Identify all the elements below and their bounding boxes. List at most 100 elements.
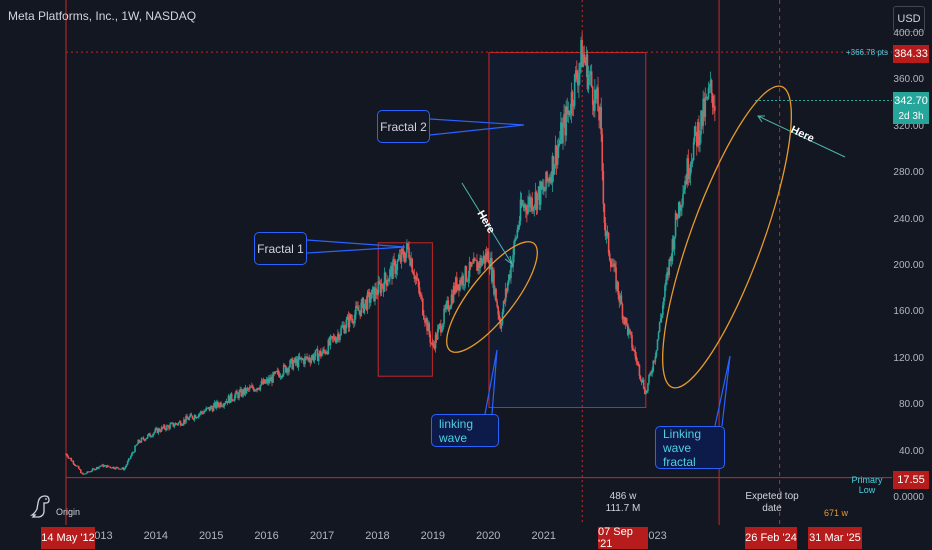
candle-body bbox=[156, 428, 159, 433]
candle-body bbox=[66, 453, 68, 457]
candle-body bbox=[255, 389, 257, 391]
candle-body bbox=[337, 333, 339, 338]
candle-body bbox=[533, 205, 536, 209]
candle-body bbox=[632, 347, 634, 351]
here-arrow-2 bbox=[757, 115, 846, 158]
candle-body bbox=[648, 375, 650, 384]
x-tick-label: 2014 bbox=[143, 530, 169, 542]
candle-body bbox=[101, 464, 103, 466]
candle-body bbox=[306, 356, 308, 359]
x-tick-label: 2015 bbox=[198, 530, 224, 542]
weeks-671-label: 671 w bbox=[823, 508, 849, 518]
linking-wave-fractal-label[interactable]: Linking wave fractal bbox=[655, 426, 725, 469]
candle-body bbox=[83, 473, 85, 475]
candle-body bbox=[424, 319, 426, 323]
candle-body bbox=[249, 387, 252, 388]
candle-body bbox=[294, 358, 297, 363]
candle-body bbox=[222, 405, 224, 407]
candle-body bbox=[631, 335, 633, 348]
candle-body bbox=[442, 323, 444, 330]
candle-body bbox=[700, 110, 702, 135]
linking-wave-label[interactable]: linking wave bbox=[431, 414, 499, 447]
candle-body bbox=[691, 160, 694, 164]
candle-body bbox=[552, 156, 555, 175]
candle-body bbox=[285, 365, 287, 373]
candle-body bbox=[109, 466, 112, 468]
candle-body bbox=[523, 204, 526, 208]
candle-body bbox=[485, 253, 488, 260]
candle-body bbox=[462, 275, 464, 286]
candle-body bbox=[649, 373, 651, 376]
candle-body bbox=[548, 178, 550, 182]
chart-title: Meta Platforms, Inc., 1W, NASDAQ bbox=[8, 9, 197, 23]
here-arrow-1 bbox=[461, 182, 513, 265]
fractal-1-label[interactable]: Fractal 1 bbox=[254, 232, 307, 265]
candle-body bbox=[305, 356, 307, 358]
candle-body bbox=[297, 356, 300, 367]
candle-body bbox=[401, 249, 404, 251]
candle-body bbox=[184, 419, 186, 423]
y-tick-label: 360.00 bbox=[893, 74, 924, 86]
candle-body bbox=[210, 406, 213, 408]
candle-body bbox=[487, 251, 490, 264]
candle-body bbox=[317, 354, 320, 362]
candle-body bbox=[168, 425, 170, 429]
candle-body bbox=[300, 357, 303, 360]
candle-body bbox=[286, 368, 288, 373]
candle-body bbox=[567, 110, 570, 115]
candle-body bbox=[73, 463, 76, 465]
candle-body bbox=[99, 466, 101, 468]
candle-body bbox=[179, 421, 182, 426]
candle-body bbox=[692, 141, 695, 161]
candle-body bbox=[254, 389, 256, 392]
candle-body bbox=[375, 287, 377, 295]
candle-body bbox=[197, 414, 200, 418]
y-tick-label: 200.00 bbox=[893, 260, 924, 271]
candle-body bbox=[91, 468, 94, 471]
candle-body bbox=[472, 258, 475, 264]
candle-body bbox=[123, 468, 126, 470]
candle-body bbox=[615, 267, 617, 290]
candle-body bbox=[531, 197, 533, 211]
candle-body bbox=[711, 93, 714, 108]
candle-body bbox=[482, 255, 485, 261]
candle-body bbox=[416, 279, 419, 281]
candle-body bbox=[503, 301, 506, 302]
candle-body bbox=[623, 317, 626, 325]
candle-body bbox=[535, 191, 538, 210]
volume-value: 111.7 M bbox=[605, 503, 641, 514]
y-tick-label: 160.00 bbox=[893, 306, 924, 318]
x-tick-label: 2023 bbox=[642, 530, 667, 542]
candle-body bbox=[686, 158, 689, 185]
candle-body bbox=[90, 470, 93, 472]
candle-body bbox=[580, 40, 582, 63]
candle-body bbox=[136, 443, 138, 446]
candle-body bbox=[439, 323, 441, 326]
candle-body bbox=[377, 281, 380, 295]
candle-body bbox=[72, 461, 75, 464]
candle-body bbox=[423, 314, 425, 320]
candle-body bbox=[407, 243, 409, 248]
candle-body bbox=[549, 177, 552, 182]
candle-body bbox=[133, 452, 135, 453]
candle-body bbox=[242, 389, 245, 395]
candle-body bbox=[146, 434, 149, 438]
candle-body bbox=[602, 171, 605, 204]
candle-body bbox=[460, 279, 462, 285]
currency-button[interactable]: USD bbox=[893, 6, 925, 32]
candle-body bbox=[352, 322, 355, 324]
candle-body bbox=[122, 467, 125, 470]
candle-body bbox=[93, 468, 96, 471]
candle-body bbox=[447, 300, 450, 311]
candle-body bbox=[127, 458, 130, 462]
candle-body bbox=[563, 113, 565, 124]
x-tick-label: 2020 bbox=[475, 530, 501, 542]
candle-body bbox=[561, 122, 563, 144]
candle-body bbox=[120, 468, 123, 470]
fractal-2-label[interactable]: Fractal 2 bbox=[377, 110, 430, 143]
candle-body bbox=[190, 414, 193, 416]
candle-body bbox=[369, 298, 372, 303]
candle-body bbox=[217, 401, 219, 406]
candle-body bbox=[315, 349, 318, 351]
